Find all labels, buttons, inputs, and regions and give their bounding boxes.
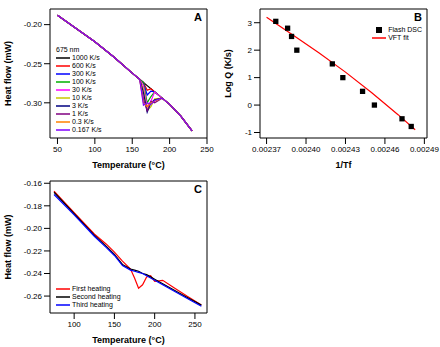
html-text:VFT fit: VFT fit xyxy=(388,34,409,41)
svg-text:200: 200 xyxy=(148,320,162,329)
html-text:300 K/s: 300 K/s xyxy=(72,70,96,77)
svg-text:150: 150 xyxy=(126,145,140,154)
svg-text:-0.24: -0.24 xyxy=(24,269,43,278)
html-text:3 K/s: 3 K/s xyxy=(72,102,88,109)
svg-text:Log Q (K/s): Log Q (K/s) xyxy=(223,49,233,98)
html-text:First heating: First heating xyxy=(72,285,111,292)
svg-text:250: 250 xyxy=(200,145,214,154)
svg-text:0.00249: 0.00249 xyxy=(410,145,432,154)
html-text:30 K/s: 30 K/s xyxy=(72,86,92,93)
html-text:B: B xyxy=(414,11,422,23)
svg-text:1: 1 xyxy=(248,73,253,82)
svg-text:-0.25: -0.25 xyxy=(24,60,43,69)
svg-text:100: 100 xyxy=(88,145,102,154)
html-text:Flash DSC: Flash DSC xyxy=(388,26,422,33)
svg-text:-0.26: -0.26 xyxy=(24,292,43,301)
html-text:600 K/s: 600 K/s xyxy=(72,62,96,69)
html-text:Second heating: Second heating xyxy=(72,293,121,300)
svg-text:Temperature (°C): Temperature (°C) xyxy=(92,160,164,170)
svg-text:Heat flow (mW): Heat flow (mW) xyxy=(8,41,13,106)
svg-text:-0.20: -0.20 xyxy=(24,20,43,29)
svg-text:150: 150 xyxy=(108,320,122,329)
svg-text:-0.30: -0.30 xyxy=(24,99,43,108)
svg-text:-0.18: -0.18 xyxy=(24,202,43,211)
html-text:0.3 K/s: 0.3 K/s xyxy=(72,118,94,125)
svg-text:0: 0 xyxy=(248,101,253,110)
svg-text:200: 200 xyxy=(163,145,177,154)
svg-text:250: 250 xyxy=(188,320,202,329)
html-text:Third heating: Third heating xyxy=(72,301,113,308)
svg-text:-0.22: -0.22 xyxy=(24,247,43,256)
svg-text:Temperature (°C): Temperature (°C) xyxy=(92,335,164,345)
svg-text:100: 100 xyxy=(67,320,81,329)
svg-text:0.00243: 0.00243 xyxy=(331,145,360,154)
svg-text:0.00237: 0.00237 xyxy=(252,145,281,154)
html-text:1 K/s: 1 K/s xyxy=(72,110,88,117)
html-text:A: A xyxy=(194,11,202,23)
svg-text:50: 50 xyxy=(53,145,62,154)
svg-text:Heat flow (mW): Heat flow (mW) xyxy=(8,215,13,280)
svg-text:-1: -1 xyxy=(245,128,253,137)
svg-text:0.00240: 0.00240 xyxy=(292,145,321,154)
svg-text:-0.16: -0.16 xyxy=(24,179,43,188)
svg-text:3: 3 xyxy=(248,19,253,28)
html-text:10 K/s: 10 K/s xyxy=(72,94,92,101)
svg-text:2: 2 xyxy=(248,46,253,55)
svg-text:1/Tf: 1/Tf xyxy=(335,160,352,170)
html-text:1000 K/s: 1000 K/s xyxy=(72,54,100,61)
html-text:C: C xyxy=(194,183,202,195)
svg-text:0.00246: 0.00246 xyxy=(370,145,399,154)
svg-text:-0.20: -0.20 xyxy=(24,224,43,233)
html-text:0.167 K/s: 0.167 K/s xyxy=(72,126,102,133)
html-text:675 nm: 675 nm xyxy=(56,46,80,53)
html-text:100 K/s: 100 K/s xyxy=(72,78,96,85)
